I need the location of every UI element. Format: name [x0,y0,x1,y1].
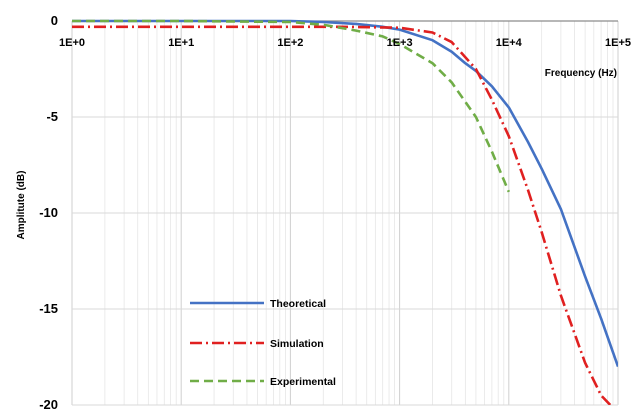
series-lines [72,19,618,405]
tick-labels: 1E+0 1E+1 1E+2 1E+3 1E+4 1E+5 0 -5 -10 -15 -20 [39,13,631,410]
y-axis-label: Amplitute (dB) [16,171,27,240]
legend-label: Theoretical [270,298,326,310]
legend-label: Experimental [270,376,336,388]
x-tick-label: 1E+4 [496,37,523,49]
x-tick-label: 1E+3 [387,37,413,49]
series-line-experimental [72,19,510,193]
y-tick-label: -5 [46,109,58,124]
y-tick-label: -15 [39,301,58,316]
x-tick-label: 1E+0 [59,37,85,49]
legend-label: Simulation [270,338,324,350]
x-tick-label: 1E+1 [168,37,194,49]
y-tick-label: 0 [51,13,58,28]
series-line-theoretical [72,19,618,368]
x-tick-label: 1E+5 [605,37,631,49]
series-line-simulation [72,25,612,405]
x-axis-label: Frequency (Hz) [545,68,617,79]
legend: Theoretical Simulation Experimental [190,298,336,388]
y-tick-label: -20 [39,397,58,410]
x-tick-label: 1E+2 [277,37,303,49]
y-tick-label: -10 [39,205,58,220]
